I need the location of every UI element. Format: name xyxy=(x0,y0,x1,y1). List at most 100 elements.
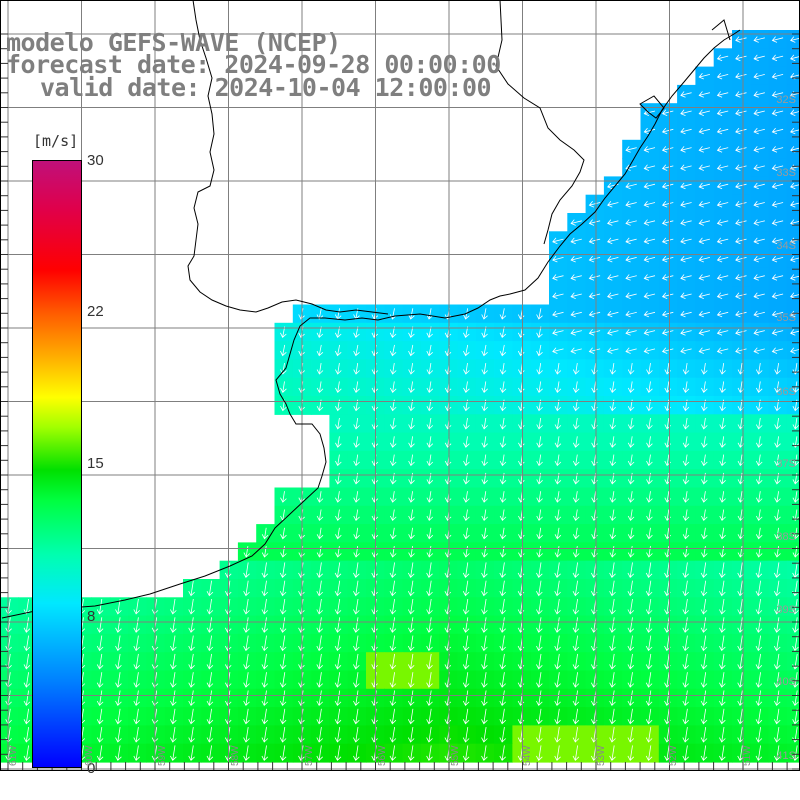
wind-arrow xyxy=(426,381,434,393)
wind-arrow xyxy=(536,580,543,597)
wind-arrow xyxy=(737,708,744,725)
wind-arrow xyxy=(643,274,656,281)
wind-arrow xyxy=(499,672,506,688)
wind-arrow xyxy=(463,546,470,558)
wind-arrow xyxy=(570,274,582,281)
wind-arrow xyxy=(682,653,689,670)
wind-arrow xyxy=(716,237,729,245)
wind-arrow xyxy=(661,237,674,245)
wind-arrow xyxy=(389,617,397,633)
wind-arrow xyxy=(426,635,433,652)
wind-arrow xyxy=(389,745,397,761)
wind-arrow xyxy=(188,635,195,652)
wind-arrow xyxy=(774,509,781,522)
wind-arrow xyxy=(408,546,415,558)
wind-arrow xyxy=(481,546,488,558)
wind-arrow xyxy=(792,598,799,615)
wind-arrow xyxy=(335,363,342,375)
wind-arrow xyxy=(737,562,744,578)
wind-arrow xyxy=(316,308,324,320)
wind-arrow xyxy=(426,598,433,615)
wind-arrow xyxy=(755,454,763,467)
wind-arrow xyxy=(627,635,635,652)
wind-arrow xyxy=(426,454,434,467)
wind-arrow xyxy=(554,527,562,540)
wind-arrow xyxy=(627,417,635,430)
wind-arrow xyxy=(279,562,287,578)
wind-arrow xyxy=(115,635,122,652)
wind-arrow xyxy=(716,54,729,62)
wind-cell xyxy=(786,542,800,562)
wind-arrow xyxy=(462,617,470,633)
wind-arrow xyxy=(554,454,562,467)
wind-arrow xyxy=(773,690,781,707)
wind-arrow xyxy=(408,381,415,393)
wind-arrow xyxy=(607,347,619,354)
wind-arrow xyxy=(682,745,689,761)
wind-arrow xyxy=(408,417,415,430)
lon-label-61w: 61W xyxy=(8,745,19,766)
wind-arrow xyxy=(389,344,397,357)
wind-arrow xyxy=(737,672,744,688)
wind-arrows xyxy=(5,36,800,761)
wind-arrow xyxy=(536,509,543,522)
wind-arrow xyxy=(481,527,488,540)
wind-arrow xyxy=(261,598,269,615)
wind-arrow xyxy=(607,292,619,299)
wind-arrow xyxy=(735,310,747,318)
wind-arrow xyxy=(353,653,360,670)
wind-arrow xyxy=(716,310,729,318)
wind-arrow xyxy=(719,617,726,633)
wind-arrow xyxy=(627,745,635,761)
wind-arrow xyxy=(735,54,747,62)
wind-arrow xyxy=(279,617,287,633)
wind-arrow xyxy=(462,690,470,707)
wind-arrow xyxy=(735,347,747,354)
wind-arrow xyxy=(335,417,342,430)
wind-arrow xyxy=(735,91,747,98)
wind-arrow xyxy=(661,127,674,135)
wind-arrow xyxy=(609,672,616,688)
wind-arrow xyxy=(334,344,342,357)
wind-arrow xyxy=(206,708,214,725)
wind-arrow xyxy=(755,381,763,393)
wind-arrow xyxy=(735,109,747,116)
lon-label-58w: 58W xyxy=(230,745,241,766)
wind-arrow xyxy=(133,672,140,688)
lat-label-33s: 33S xyxy=(776,167,796,179)
wind-arrow xyxy=(481,617,488,633)
wind-arrow xyxy=(682,690,689,707)
lon-label-54w: 54W xyxy=(522,745,533,766)
wind-arrow xyxy=(407,580,415,597)
wind-arrow xyxy=(279,727,287,743)
wind-arrow xyxy=(316,509,324,522)
wind-arrow xyxy=(680,182,692,190)
wind-arrow xyxy=(572,672,580,688)
wind-arrow xyxy=(643,164,656,171)
wind-arrow xyxy=(572,745,580,761)
wind-arrow xyxy=(243,562,250,578)
wind-arrow xyxy=(627,562,635,578)
wind-arrow xyxy=(426,417,434,430)
wind-arrow xyxy=(462,580,470,597)
wind-arrow xyxy=(588,219,601,226)
wind-arrow xyxy=(753,219,765,226)
wind-arrow xyxy=(170,617,177,633)
wind-arrow xyxy=(737,727,744,743)
wind-arrow xyxy=(353,672,360,688)
wind-arrow xyxy=(462,635,470,652)
wind-arrow xyxy=(645,672,653,688)
coastline xyxy=(1,0,741,619)
wind-arrow xyxy=(643,146,656,153)
wind-arrow xyxy=(771,347,784,354)
lat-label-38s: 38S xyxy=(776,531,796,543)
wind-arrow xyxy=(700,745,708,761)
wind-arrow xyxy=(389,363,397,375)
wind-arrow xyxy=(572,527,580,540)
wind-arrow xyxy=(243,617,250,633)
wind-arrow xyxy=(719,745,726,761)
wind-arrow xyxy=(627,727,635,743)
wind-arrow xyxy=(481,308,488,320)
wind-arrow xyxy=(279,745,287,761)
wind-arrow xyxy=(609,454,617,467)
